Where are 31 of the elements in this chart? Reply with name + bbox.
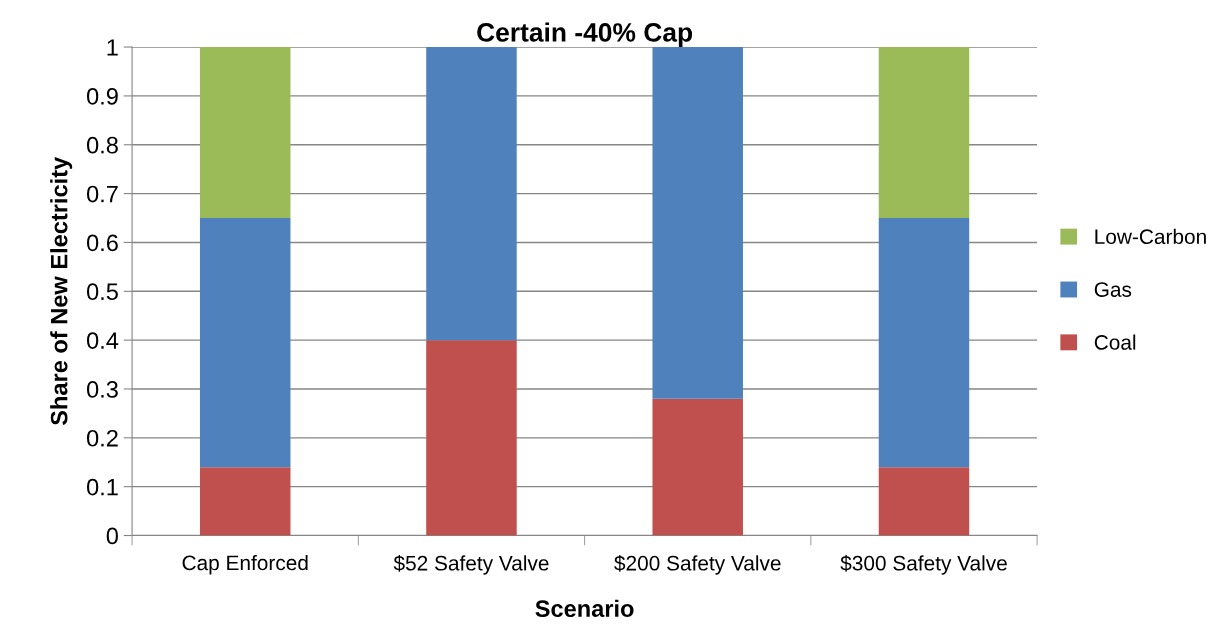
y-tick-label: 0.2	[86, 429, 118, 447]
y-tick-label: 0.4	[86, 332, 119, 349]
legend-label: Coal	[1094, 334, 1136, 350]
y-tick-label: 0.3	[86, 381, 118, 398]
bar	[199, 218, 291, 468]
bar	[652, 47, 743, 399]
bar	[878, 467, 970, 536]
x-tick-label: $52 Safety Valve	[393, 554, 549, 575]
x-axis-title: Scenario	[535, 599, 634, 618]
y-tick-label: 0.8	[86, 136, 118, 154]
bar	[878, 47, 970, 219]
x-tick-label: $200 Safety Valve	[614, 554, 781, 575]
bar	[199, 47, 291, 219]
x-tick-label: $300 Safety Valve	[840, 554, 1007, 575]
x-tick-label: Cap Enforced	[182, 554, 308, 575]
y-tick-label: 0.6	[86, 234, 118, 252]
y-tick-label: 0	[106, 527, 118, 545]
legend-label: Gas	[1094, 282, 1132, 297]
bar	[426, 47, 517, 341]
bar	[426, 340, 517, 536]
chart-title: Certain -40% Cap	[477, 22, 693, 47]
bar	[878, 218, 970, 468]
y-tick-label: 0.1	[86, 478, 118, 496]
y-tick-label: 0.9	[86, 87, 118, 105]
y-tick-label: 0.7	[86, 185, 118, 203]
y-tick-label: 1	[107, 39, 118, 56]
y-tick-label: 0.5	[86, 283, 118, 301]
legend-label: Low-Carbon	[1095, 228, 1206, 245]
y-axis-title: Share of New Electricity	[50, 156, 73, 426]
bar	[199, 467, 291, 536]
bar	[652, 398, 743, 536]
